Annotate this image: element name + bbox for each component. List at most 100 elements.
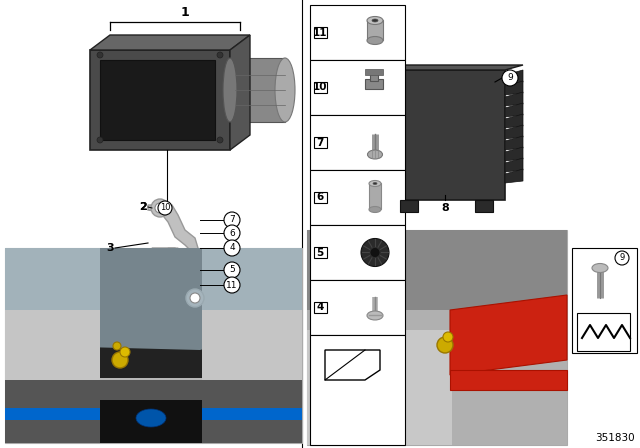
Polygon shape xyxy=(505,103,523,117)
Polygon shape xyxy=(385,65,403,200)
Text: 2: 2 xyxy=(139,202,147,212)
Ellipse shape xyxy=(369,207,381,212)
Bar xyxy=(475,200,493,212)
Circle shape xyxy=(97,137,103,143)
Bar xyxy=(365,69,383,76)
Polygon shape xyxy=(450,295,567,375)
Text: 3: 3 xyxy=(106,243,114,253)
Bar xyxy=(385,70,505,200)
Bar xyxy=(310,115,405,170)
Bar xyxy=(310,280,405,335)
Polygon shape xyxy=(505,125,523,139)
Text: 7: 7 xyxy=(316,138,324,147)
Bar xyxy=(370,73,378,82)
Polygon shape xyxy=(5,380,302,443)
Ellipse shape xyxy=(223,58,237,122)
Circle shape xyxy=(224,240,240,256)
Text: 4: 4 xyxy=(316,302,324,313)
Bar xyxy=(314,27,326,38)
Circle shape xyxy=(361,238,389,267)
Bar xyxy=(314,137,326,148)
Text: 4: 4 xyxy=(229,244,235,253)
Ellipse shape xyxy=(367,311,383,320)
Text: 5: 5 xyxy=(316,247,324,258)
Bar xyxy=(314,247,326,258)
Bar xyxy=(307,230,567,310)
Polygon shape xyxy=(152,248,200,300)
Text: 7: 7 xyxy=(229,215,235,224)
Circle shape xyxy=(190,293,200,303)
Bar xyxy=(314,302,326,313)
Text: 6: 6 xyxy=(316,193,324,202)
Bar xyxy=(314,82,326,93)
Ellipse shape xyxy=(373,182,377,185)
Bar xyxy=(450,370,567,390)
Ellipse shape xyxy=(367,17,383,25)
Ellipse shape xyxy=(367,36,383,44)
Polygon shape xyxy=(5,248,302,443)
Polygon shape xyxy=(148,205,198,252)
Circle shape xyxy=(437,337,453,353)
Text: 10: 10 xyxy=(313,82,327,92)
Circle shape xyxy=(224,225,240,241)
Circle shape xyxy=(217,137,223,143)
Bar xyxy=(572,248,637,353)
Bar xyxy=(5,248,302,443)
Polygon shape xyxy=(5,310,100,380)
Polygon shape xyxy=(202,310,302,380)
Polygon shape xyxy=(505,169,523,183)
Polygon shape xyxy=(307,230,567,445)
Text: 9: 9 xyxy=(620,254,625,263)
Bar xyxy=(307,230,567,445)
Text: 6: 6 xyxy=(229,228,235,237)
Circle shape xyxy=(97,52,103,58)
Polygon shape xyxy=(505,136,523,150)
Text: 10: 10 xyxy=(160,203,170,212)
Polygon shape xyxy=(230,35,250,150)
Ellipse shape xyxy=(367,150,383,159)
Circle shape xyxy=(186,289,204,307)
Circle shape xyxy=(370,247,380,258)
Ellipse shape xyxy=(136,409,166,427)
Bar xyxy=(307,330,452,445)
Bar xyxy=(100,248,202,378)
Circle shape xyxy=(112,352,128,368)
Circle shape xyxy=(615,251,629,265)
Circle shape xyxy=(113,342,121,350)
Circle shape xyxy=(155,203,165,213)
Text: 8: 8 xyxy=(441,203,449,213)
Bar xyxy=(314,192,326,203)
Bar xyxy=(310,5,405,60)
Polygon shape xyxy=(505,92,523,106)
Circle shape xyxy=(217,52,223,58)
Polygon shape xyxy=(325,350,380,380)
Circle shape xyxy=(502,70,518,86)
Polygon shape xyxy=(505,158,523,172)
Circle shape xyxy=(151,199,169,217)
Text: 2: 2 xyxy=(139,202,147,212)
Polygon shape xyxy=(505,70,523,84)
Text: 5: 5 xyxy=(229,266,235,275)
Ellipse shape xyxy=(592,263,608,272)
Text: 11: 11 xyxy=(313,27,327,38)
Bar xyxy=(577,313,630,351)
Polygon shape xyxy=(5,248,302,350)
Text: 11: 11 xyxy=(227,280,237,289)
Bar xyxy=(310,225,405,280)
Bar xyxy=(400,200,418,212)
Bar xyxy=(100,60,215,140)
Bar xyxy=(367,21,383,40)
Bar xyxy=(230,58,285,122)
Text: 9: 9 xyxy=(507,73,513,82)
Bar xyxy=(310,170,405,225)
Ellipse shape xyxy=(372,19,378,22)
Polygon shape xyxy=(505,114,523,128)
Circle shape xyxy=(224,262,240,278)
Ellipse shape xyxy=(275,58,295,122)
Polygon shape xyxy=(385,65,523,70)
Polygon shape xyxy=(90,35,250,50)
Bar xyxy=(100,400,202,443)
Bar xyxy=(365,79,383,90)
Bar xyxy=(310,60,405,115)
Polygon shape xyxy=(505,147,523,161)
